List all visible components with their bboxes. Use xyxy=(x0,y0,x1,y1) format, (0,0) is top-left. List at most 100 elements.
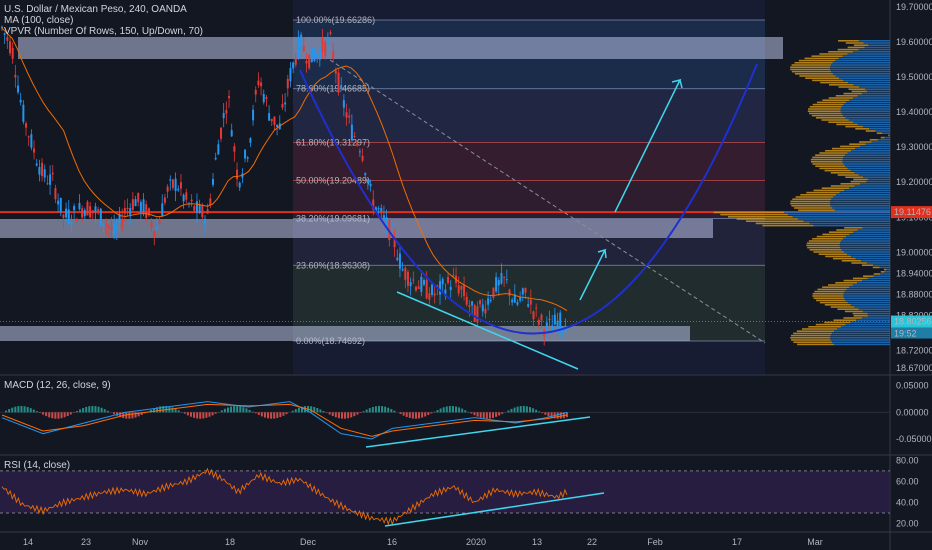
macd-histogram-bar xyxy=(171,407,174,413)
volume-profile-bar xyxy=(813,224,890,227)
volume-profile-bar xyxy=(816,299,846,302)
macd-histogram-bar xyxy=(193,412,196,418)
macd-histogram-bar xyxy=(159,406,162,413)
candle-body xyxy=(6,37,9,41)
volume-profile-bar xyxy=(790,68,831,71)
candle-body xyxy=(150,222,153,228)
macd-histogram-bar xyxy=(331,412,334,417)
volume-profile-bar xyxy=(811,114,844,117)
volume-profile-bar xyxy=(859,141,872,143)
volume-profile-bar xyxy=(830,185,855,187)
macd-histogram-bar xyxy=(82,408,85,413)
volume-profile-bar xyxy=(847,46,865,49)
legend-macd[interactable]: MACD (12, 26, close, 9) xyxy=(4,380,111,391)
volume-profile-bar xyxy=(801,328,838,330)
candle-body xyxy=(265,97,268,99)
volume-profile-bar xyxy=(850,304,890,306)
candle-body xyxy=(289,68,292,82)
volume-profile-bar xyxy=(830,66,890,68)
legend-vpvr[interactable]: VPVR (Number Of Rows, 150, Up/Down, 70) xyxy=(4,26,203,37)
volume-profile-bar xyxy=(888,134,889,137)
volume-profile-bar xyxy=(865,130,876,132)
volume-profile-bar xyxy=(762,224,814,227)
volume-profile-bar xyxy=(840,145,861,148)
volume-profile-bar xyxy=(846,235,890,238)
candle-body xyxy=(75,218,78,222)
volume-profile-bar xyxy=(844,251,890,253)
macd-histogram-bar xyxy=(35,411,38,413)
volume-profile-bar xyxy=(832,341,890,343)
candle-body xyxy=(332,51,335,59)
candle-body xyxy=(222,113,225,119)
candle-body xyxy=(244,149,247,159)
candle-body xyxy=(129,207,132,215)
time-tick: Nov xyxy=(132,537,149,547)
legend-symbol[interactable]: U.S. Dollar / Mexican Peso, 240, OANDA xyxy=(4,4,187,15)
candle-body xyxy=(177,188,180,191)
candle-body xyxy=(110,226,113,231)
volume-profile-bar xyxy=(854,172,890,174)
volume-profile-bar xyxy=(837,308,859,310)
volume-profile-bar xyxy=(794,73,833,75)
current-price-label: 18.80256 xyxy=(894,317,932,327)
volume-profile-bar xyxy=(859,86,890,88)
volume-profile-bar xyxy=(866,180,890,183)
macd-histogram-bar xyxy=(350,412,353,418)
candle-body xyxy=(449,286,452,291)
volume-profile-bar xyxy=(798,59,836,62)
moving-average-line xyxy=(1,27,568,312)
rsi-tick: 80.00 xyxy=(896,455,919,465)
legend-rsi[interactable]: RSI (14, close) xyxy=(4,460,71,471)
candle-body xyxy=(145,204,148,218)
volume-profile-bar xyxy=(813,189,845,192)
candle-body xyxy=(19,99,22,103)
candle-body xyxy=(364,173,367,176)
macd-histogram-bar xyxy=(75,411,78,413)
volume-profile-bar xyxy=(860,145,890,148)
volume-profile-bar xyxy=(858,308,890,310)
volume-profile-bar xyxy=(851,90,867,93)
candle-body xyxy=(484,308,487,314)
candle-body xyxy=(369,183,372,187)
macd-histogram-bar xyxy=(177,410,180,413)
time-tick: 13 xyxy=(532,537,542,547)
macd-histogram-bar xyxy=(528,407,531,413)
candle-body xyxy=(147,208,150,216)
volume-profile-bar xyxy=(847,167,890,170)
candle-body xyxy=(318,48,321,60)
macd-histogram-bar xyxy=(405,412,408,417)
macd-histogram-bar xyxy=(69,412,72,415)
candle-body xyxy=(139,201,142,212)
macd-histogram-bar xyxy=(371,407,374,413)
volume-profile-bar xyxy=(790,337,831,339)
macd-histogram-bar xyxy=(14,406,17,413)
macd-histogram-bar xyxy=(183,412,186,414)
candle-body xyxy=(548,319,551,321)
candle-body xyxy=(348,115,351,118)
volume-profile-bar xyxy=(790,66,831,68)
macd-histogram-bar xyxy=(137,412,140,417)
candle-body xyxy=(73,205,76,211)
price-tick: 18.67000 xyxy=(896,363,932,373)
candle-body xyxy=(465,296,468,305)
volume-profile-bar xyxy=(790,202,831,205)
macd-histogram-bar xyxy=(106,410,109,413)
candle-body xyxy=(398,253,401,269)
candle-body xyxy=(310,47,313,63)
volume-profile-bar xyxy=(799,75,836,77)
macd-histogram-bar xyxy=(214,412,217,414)
legend-ma[interactable]: MA (100, close) xyxy=(4,15,74,26)
candle-body xyxy=(313,53,316,61)
candle-body xyxy=(27,136,30,138)
volume-profile-bar xyxy=(713,211,785,214)
candle-body xyxy=(230,130,233,137)
candle-body xyxy=(356,142,359,146)
volume-profile-bar xyxy=(846,288,890,291)
macd-histogram-bar xyxy=(411,412,414,419)
candle-body xyxy=(495,276,498,292)
macd-tick: 0.05000 xyxy=(896,381,929,391)
time-tick: Feb xyxy=(647,537,663,547)
volume-profile-bar xyxy=(868,44,890,46)
macd-histogram-bar xyxy=(66,412,69,417)
